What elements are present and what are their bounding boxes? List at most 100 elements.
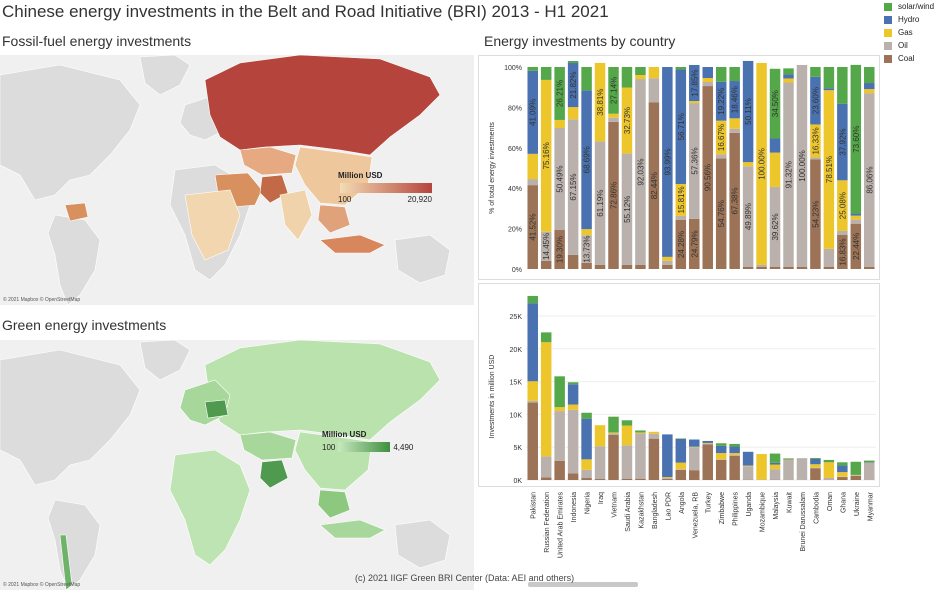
pct-bar-segment [581,235,592,263]
map-north-america [0,349,141,486]
pct-bar-segment [702,67,713,78]
category-label: Malaysia [773,492,780,520]
map-north-america [0,64,141,201]
pct-bar-segment [864,93,875,267]
pct-bar-segment [783,78,794,83]
pct-bar-segment [689,64,700,102]
map-chile [59,534,73,590]
energy-type-legend: solar/wind Hydro Gas Oil Coal [884,0,934,65]
map-greenland [139,340,191,381]
pct-bar-segment [540,67,552,80]
pct-bar-segment [837,180,848,231]
pct-bar-segment [567,63,579,108]
abs-bar-segment [769,462,781,465]
abs-bar-segment [850,475,862,480]
abs-bar-segment [581,459,592,470]
green-map[interactable]: © 2021 Mapbox © OpenStreetMap Million US… [0,340,474,590]
pct-bar-segment [823,88,835,91]
fossil-legend-max: 20,920 [407,195,432,204]
abs-bar-segment [621,425,633,446]
green-legend-title: Million USD [322,430,367,439]
legend-item-solar-wind[interactable]: solar/wind [884,0,934,13]
map-se-asia [317,489,351,519]
bottom-ytick-label: 20K [510,347,523,354]
abs-bar-segment [675,469,687,480]
abs-bar-segment [729,453,740,456]
pct-data-label: 16.33% [811,127,820,154]
legend-label: Hydro [898,15,920,24]
pct-bar-segment [783,266,794,269]
pct-bar-segment [648,102,660,270]
abs-bar-segment [864,463,875,480]
abs-bar-segment [540,332,552,343]
abs-bar-segment [864,462,875,463]
fossil-map[interactable]: © 2021 Mapbox © OpenStreetMap Million US… [0,55,474,305]
pct-data-label: 100.00% [798,150,807,182]
abs-bar-segment [715,453,727,460]
category-label: Venezuela, RB [692,492,699,539]
abs-bar-segment [567,409,579,474]
legend-item-hydro[interactable]: Hydro [884,13,934,26]
pct-data-label: 16.83% [838,238,847,265]
legend-item-gas[interactable]: Gas [884,26,934,39]
abs-bar-segment [635,433,646,479]
map-africa-invest [184,189,241,261]
bycountry-chart[interactable]: 0% 20% 40% 60% 80% 100% % of total energy inve… [478,55,880,590]
pct-bar-segment [864,83,875,90]
pct-bar-segment [675,215,687,220]
abs-bar-segment [554,407,565,412]
pct-bar-segment [729,132,740,269]
legend-item-coal[interactable]: Coal [884,52,934,65]
pct-data-label: 21.82% [569,71,578,98]
pct-bar-segment [850,215,862,220]
pct-bar-segment [675,67,687,70]
abs-bar-segment [567,384,579,405]
pct-bar-segment [715,158,727,269]
legend-label: solar/wind [898,2,935,11]
legend-label: Gas [898,28,913,37]
abs-bar-segment [810,468,821,480]
category-label: United Arab Emirates [558,492,565,559]
pct-data-label: 54.23% [811,201,820,228]
pct-data-label: 56.71% [677,113,686,140]
pct-data-label: 41.52% [529,213,538,240]
pct-bar-segment [864,266,875,269]
pct-bar-segment [635,79,646,265]
fossil-attribution: © 2021 Mapbox © OpenStreetMap [3,297,81,303]
pct-bar-segment [715,120,727,155]
pct-bar-segment [810,76,821,125]
abs-bar-segment [527,381,538,401]
pct-bar-segment [554,128,565,231]
pct-bar-segment [581,67,592,91]
green-legend-max: 4,490 [393,442,414,452]
category-label: Ukraine [854,492,861,516]
legend-label: Coal [898,54,915,63]
pct-bar-segment [769,68,781,139]
abs-bar-segment [662,434,673,478]
legend-item-oil[interactable]: Oil [884,39,934,52]
pct-bar-segment [662,67,673,257]
pct-data-label: 61.19% [596,190,605,217]
map-australia [394,234,451,284]
pct-bar-segment [567,119,579,255]
pct-data-label: 86.06% [865,166,874,193]
pct-data-label: 39.62% [771,213,780,240]
abs-bar-segment [729,455,740,480]
abs-bar-segment [769,464,781,470]
map-africa [169,449,251,566]
map-south-america [47,499,101,590]
pct-bar-segment [742,162,754,167]
abs-bar-segment [675,438,687,463]
bottom-ytick-label: 10K [510,412,523,419]
category-label: Cambodia [813,492,820,524]
abs-bar-segment [621,478,633,480]
pct-bar-segment [675,219,687,269]
abs-bar-segment [742,465,754,467]
pct-data-label: 19.30% [556,236,565,263]
abs-bar-segment [540,342,552,457]
pct-bar-segment [594,141,606,265]
pct-bar-segment [594,264,606,269]
pct-bar-segment [810,124,821,158]
pct-bar-segment [850,64,862,214]
pct-bar-segment [756,62,767,265]
